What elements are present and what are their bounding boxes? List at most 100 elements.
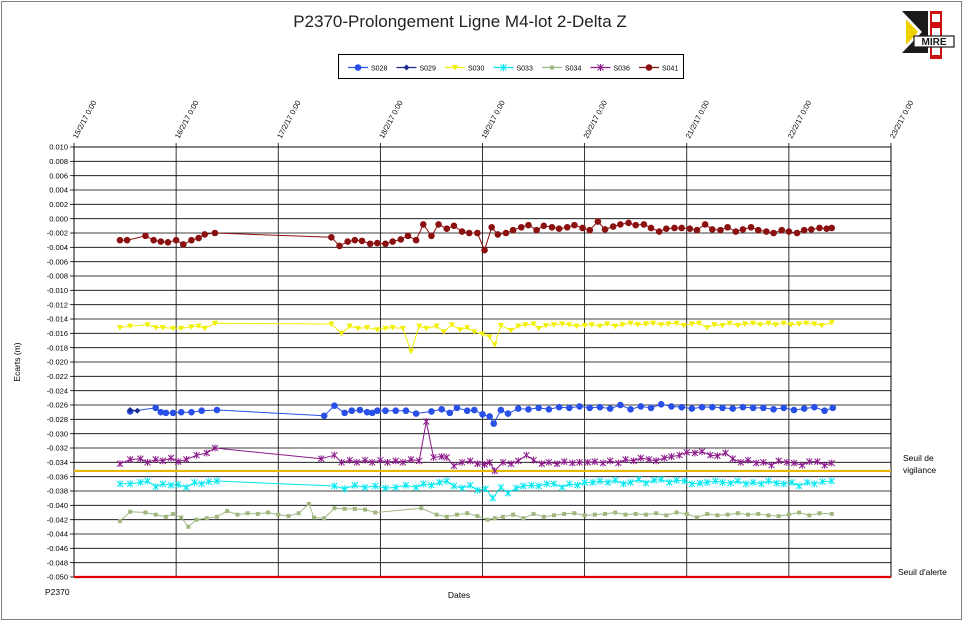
data-point [366,240,374,248]
mire-logo: MIRE [900,9,958,61]
data-point [586,404,594,412]
data-point [211,320,218,327]
data-point [402,407,410,415]
data-point [201,231,209,238]
data-point [255,511,260,516]
data-point [540,222,548,230]
data-point [770,406,777,413]
data-point [179,515,184,520]
data-point [741,321,748,328]
data-point [803,478,811,486]
data-point [338,458,345,466]
data-point [123,236,131,244]
data-point [443,477,451,485]
y-tick-label: -0.040 [47,501,68,510]
y-tick-label: -0.004 [47,243,68,252]
series-s033 [116,476,836,502]
data-point [518,223,525,231]
data-point [331,451,338,459]
data-point [663,225,670,232]
data-point [373,510,378,515]
data-point [419,506,424,511]
data-point [152,404,159,412]
data-point [737,458,745,466]
data-point [137,478,144,486]
data-point [492,516,497,521]
data-point [266,510,271,515]
data-point [735,511,740,516]
data-point [341,409,348,417]
data-point [750,320,757,327]
data-point [502,229,510,237]
data-point [766,513,771,518]
data-point [816,224,823,232]
legend-label: S028 [371,66,387,73]
data-point [286,514,291,519]
y-tick-label: -0.022 [47,372,68,381]
data-point [630,457,637,465]
y-tick-label: 0.008 [49,157,68,166]
data-point [548,223,556,231]
data-point [776,514,781,519]
data-point [714,452,721,460]
data-point [448,322,455,328]
x-axis-label: Dates [448,590,470,600]
data-point [443,225,451,232]
data-point [811,480,818,488]
data-point [722,449,729,457]
data-point [724,223,731,231]
data-point [694,515,699,520]
data-point [382,484,389,492]
data-point [374,407,381,415]
data-point [504,410,512,417]
data-point [407,455,415,463]
legend-label: S034 [565,66,581,73]
data-point [772,322,779,328]
data-point [788,478,796,486]
data-point [331,402,338,410]
data-point [691,449,699,457]
data-point [368,458,376,466]
data-point [798,461,806,469]
data-point [708,226,716,233]
data-point [126,455,134,463]
data-point [780,480,788,488]
data-point [371,482,379,490]
data-point [719,478,726,486]
data-point [489,494,497,502]
data-point [374,239,381,247]
data-point [500,64,507,71]
data-point [471,329,478,335]
data-point [481,460,488,468]
legend-label: S029 [420,66,436,73]
data-point [479,411,486,418]
data-point [603,511,608,516]
data-point [596,403,604,411]
data-point [612,323,619,330]
data-point [555,225,563,232]
data-point [734,477,742,485]
data-point [542,322,549,329]
data-point [803,320,810,327]
data-point [660,454,668,462]
data-point [643,512,648,517]
data-point [336,242,343,250]
data-point [322,516,327,521]
data-point [422,417,430,425]
y-tick-label: 0.000 [49,214,68,223]
series-s034 [117,501,834,529]
data-point [137,455,144,463]
data-point [807,513,812,518]
y-tick-label: -0.020 [47,358,68,367]
data-point [317,455,325,463]
data-point [818,322,825,329]
data-point [458,228,466,235]
data-point [729,455,737,463]
x-tick-label: 22/2/17 0:00 [786,99,814,140]
data-point [450,462,458,470]
data-point [719,322,726,329]
data-point [711,477,719,485]
data-point [443,453,451,461]
data-point [597,64,604,71]
data-point [569,459,576,467]
